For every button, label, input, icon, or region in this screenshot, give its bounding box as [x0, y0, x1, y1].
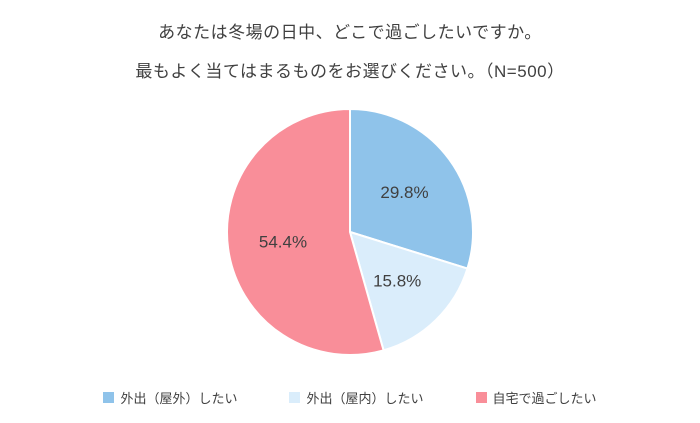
legend: 外出（屋外）したい 外出（屋内）したい 自宅で過ごしたい: [0, 388, 700, 407]
legend-item-home: 自宅で過ごしたい: [475, 388, 597, 407]
pie-chart: 29.8% 15.8% 54.4%: [224, 106, 476, 358]
pie-slice-value-label-0: 29.8%: [380, 183, 428, 202]
legend-swatch-outdoor-icon: [103, 392, 115, 403]
legend-label-indoor-out: 外出（屋内）したい: [306, 391, 424, 406]
pie-slice-value-label-2: 54.4%: [259, 232, 307, 251]
pie-slice-value-label-1: 15.8%: [373, 271, 421, 290]
legend-label-home: 自宅で過ごしたい: [492, 391, 597, 406]
legend-item-indoor-out: 外出（屋内）したい: [289, 388, 424, 407]
pie-slice-2: [226, 108, 385, 356]
legend-swatch-home-icon: [475, 392, 487, 403]
chart-title-line1: あなたは冬場の日中、どこで過ごしたいですか。: [158, 23, 542, 42]
pie-chart-svg: 29.8% 15.8% 54.4%: [226, 108, 475, 356]
legend-label-outdoor: 外出（屋外）したい: [120, 391, 238, 406]
pie-slice-0: [349, 108, 475, 270]
chart-title-line2: 最もよく当てはまるものをお選びください。（N=500）: [135, 62, 565, 81]
pie-slice-1: [349, 231, 469, 352]
legend-swatch-indoor-out-icon: [289, 392, 301, 403]
legend-item-outdoor: 外出（屋外）したい: [103, 388, 237, 407]
